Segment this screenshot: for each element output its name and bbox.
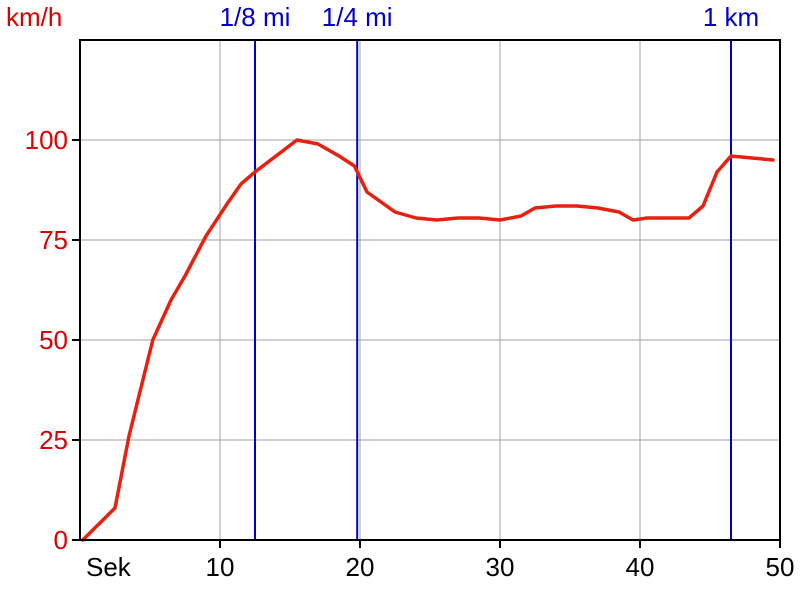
y-axis-label: km/h xyxy=(6,2,62,32)
y-tick-label: 0 xyxy=(54,525,68,555)
distance-markers: 1/8 mi 1/4 mi 1 km xyxy=(220,2,759,540)
marker-label: 1/4 mi xyxy=(322,2,393,32)
y-tick-labels: 0 25 50 75 100 xyxy=(25,125,80,555)
x-axis-label: Sek xyxy=(86,552,132,582)
series-line xyxy=(81,138,775,542)
x-tick-label: 30 xyxy=(486,552,515,582)
y-tick-label: 100 xyxy=(25,125,68,155)
series-layer xyxy=(81,138,775,542)
x-tick-labels: 10 20 30 40 50 xyxy=(206,540,795,582)
marker-label: 1/8 mi xyxy=(220,2,291,32)
x-tick-label: 50 xyxy=(766,552,795,582)
marker-label: 1 km xyxy=(703,2,759,32)
x-tick-label: 20 xyxy=(346,552,375,582)
y-tick-label: 75 xyxy=(39,225,68,255)
x-tick-label: 10 xyxy=(206,552,235,582)
y-tick-label: 25 xyxy=(39,425,68,455)
y-tick-label: 50 xyxy=(39,325,68,355)
x-tick-label: 40 xyxy=(626,552,655,582)
plot-frame xyxy=(79,39,781,541)
